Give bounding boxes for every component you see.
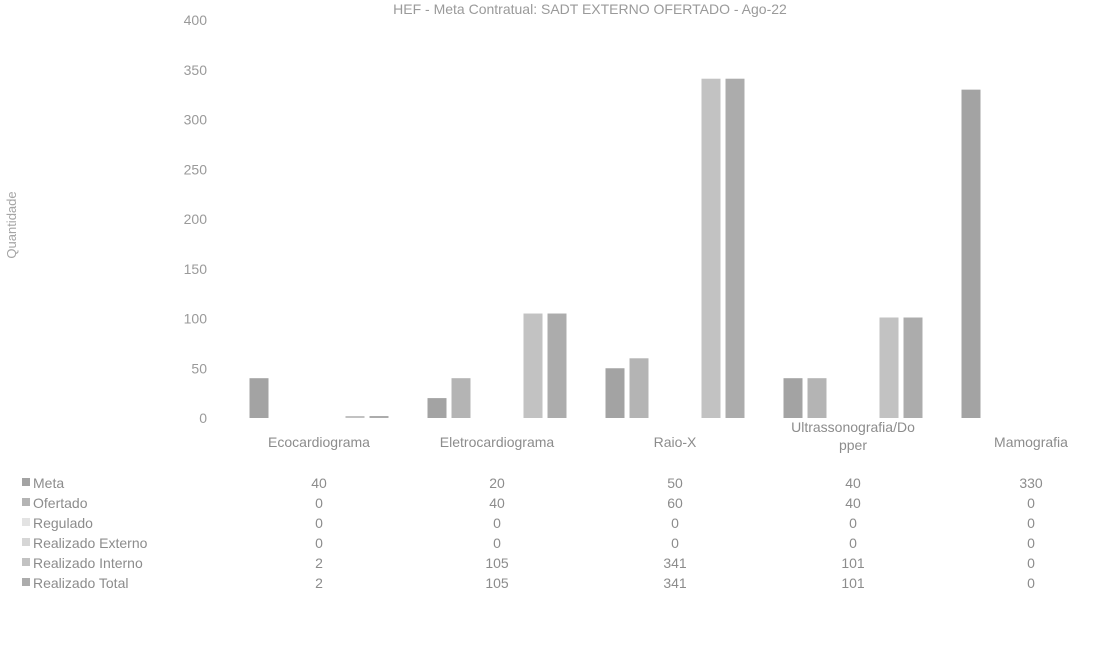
x-category-label: Ecocardiograma: [268, 434, 370, 450]
table-cell-value: 0: [671, 515, 679, 531]
bar: Realizado Interno: 341: [701, 78, 721, 418]
table-cell-value: 0: [1027, 515, 1035, 531]
x-category-label: Mamografia: [994, 434, 1068, 450]
table-cell-value: 40: [489, 495, 505, 511]
bar: Meta: 40: [249, 378, 269, 418]
table-cell-value: 60: [667, 495, 683, 511]
table-cell-value: 40: [845, 475, 861, 491]
legend-entry: Ofertado: [33, 495, 88, 511]
bar: Realizado Interno: 105: [523, 313, 543, 418]
bar: Realizado Total: 101: [903, 317, 923, 418]
table-row: Regulado 0 0 0 0 0: [22, 515, 1035, 531]
legend-key: [22, 518, 30, 526]
table-cell-value: 0: [315, 515, 323, 531]
y-axis-label: Quantidade: [4, 191, 19, 258]
y-tick-label: 300: [184, 112, 208, 128]
bar: Realizado Interno: 2: [345, 416, 365, 418]
x-category-label: Eletrocardiograma: [440, 434, 555, 450]
y-tick-label: 250: [184, 161, 208, 177]
category-labels: Ecocardiograma Eletrocardiograma Raio-X Ult…: [268, 419, 1068, 453]
table-cell-value: 0: [1027, 575, 1035, 591]
bar: Realizado Total: 2: [369, 416, 389, 418]
table-cell-value: 20: [489, 475, 505, 491]
y-tick-label: 200: [184, 211, 208, 227]
x-category-label: Raio-X: [654, 434, 697, 450]
table-cell-value: 330: [1019, 475, 1043, 491]
legend-key: [22, 498, 30, 506]
bar: Meta: 50: [605, 368, 625, 418]
legend-key: [22, 578, 30, 586]
table-cell-value: 0: [315, 495, 323, 511]
table-cell-value: 0: [1027, 535, 1035, 551]
legend-entry: Meta: [33, 475, 64, 491]
table-cell-value: 50: [667, 475, 683, 491]
table-cell-value: 101: [841, 575, 865, 591]
bar: Ofertado: 40: [807, 378, 827, 418]
bar: Realizado Total: 341: [725, 78, 745, 418]
table-cell-value: 0: [849, 515, 857, 531]
table-cell-value: 40: [845, 495, 861, 511]
table-row: Realizado Total 2 105 341 101 0: [22, 575, 1035, 591]
y-axis-ticks: 400 350 300 250 200 150 100 50 0: [184, 12, 208, 426]
y-tick-label: 0: [199, 410, 207, 426]
table-cell-value: 0: [315, 535, 323, 551]
plot-area: Meta: 40 Meta: 20 Meta: 50 Meta: 40 Meta: 33…: [249, 78, 981, 419]
bar: Meta: 330: [961, 89, 981, 419]
x-category-label: Ultrassonografia/Do pper: [791, 419, 915, 453]
y-tick-label: 400: [184, 12, 208, 28]
table-cell-value: 0: [1027, 495, 1035, 511]
table-cell-value: 0: [671, 535, 679, 551]
table-cell-value: 0: [493, 535, 501, 551]
y-tick-label: 350: [184, 62, 208, 78]
y-tick-label: 150: [184, 261, 208, 277]
y-tick-label: 50: [191, 360, 207, 376]
bar: Realizado Total: 105: [547, 313, 567, 418]
legend-entry: Realizado Externo: [33, 535, 148, 551]
legend-entry: Realizado Interno: [33, 555, 143, 571]
legend-key: [22, 538, 30, 546]
table-cell-value: 40: [311, 475, 327, 491]
table-row: Realizado Externo 0 0 0 0 0: [22, 535, 1035, 551]
table-row: Meta 40 20 50 40 330: [22, 475, 1043, 491]
y-tick-label: 100: [184, 311, 208, 327]
table-cell-value: 105: [485, 575, 509, 591]
table-cell-value: 105: [485, 555, 509, 571]
table-cell-value: 2: [315, 575, 323, 591]
table-cell-value: 101: [841, 555, 865, 571]
bar: Meta: 40: [783, 378, 803, 418]
legend-key: [22, 558, 30, 566]
bar: Ofertado: 60: [629, 358, 649, 418]
bar: Meta: 20: [427, 398, 447, 418]
table-cell-value: 341: [663, 575, 687, 591]
legend-entry: Realizado Total: [33, 575, 128, 591]
table-cell-value: 0: [493, 515, 501, 531]
table-cell-value: 0: [849, 535, 857, 551]
bar: Realizado Interno: 101: [879, 317, 899, 418]
chart-title: HEF - Meta Contratual: SADT EXTERNO OFER…: [393, 1, 787, 17]
legend-key: [22, 478, 30, 486]
legend-entry: Regulado: [33, 515, 93, 531]
table-row: Ofertado 0 40 60 40 0: [22, 495, 1035, 511]
bar: Ofertado: 40: [451, 378, 471, 418]
table-cell-value: 2: [315, 555, 323, 571]
table-row: Realizado Interno 2 105 341 101 0: [22, 555, 1035, 571]
table-cell-value: 0: [1027, 555, 1035, 571]
table-cell-value: 341: [663, 555, 687, 571]
